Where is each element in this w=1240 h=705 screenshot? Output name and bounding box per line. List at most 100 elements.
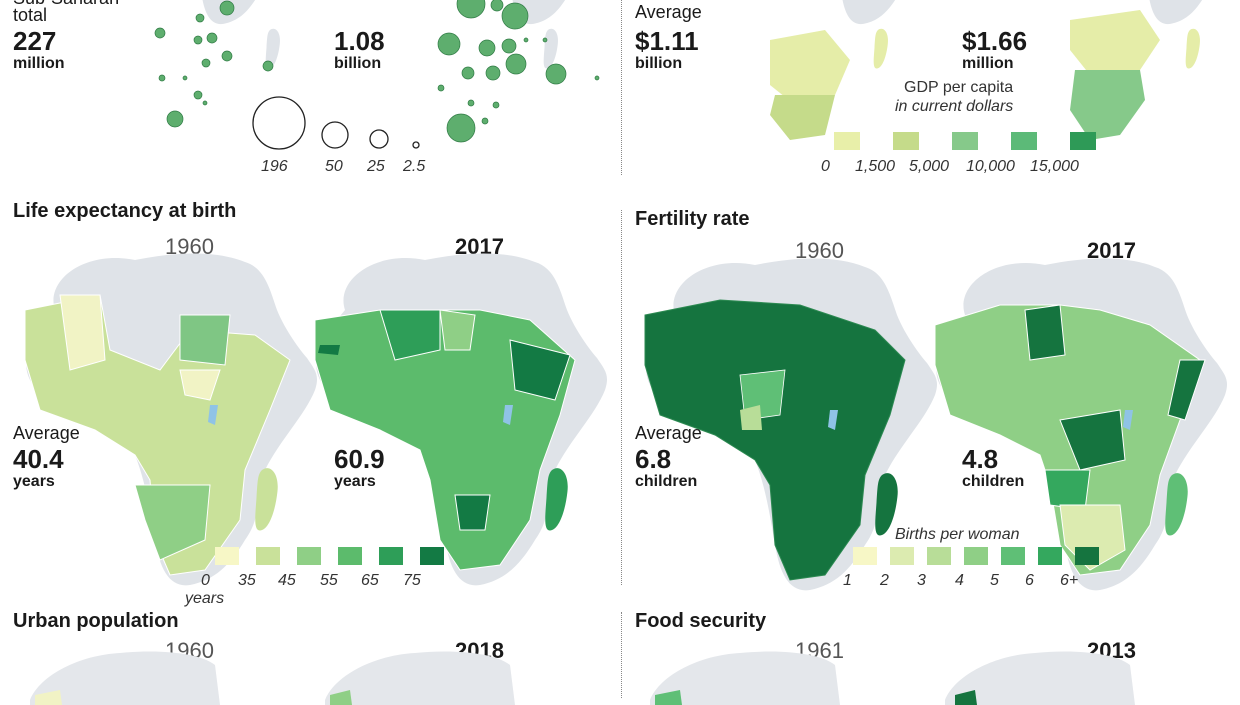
life-tick-55: 55	[320, 572, 338, 589]
gdp-value-1960: $1.11	[635, 26, 699, 56]
food-maps	[650, 651, 1135, 705]
population-bubble	[501, 38, 517, 54]
gdp-tick-5000: 5,000	[909, 158, 950, 175]
gdp-tick-1500: 1,500	[855, 158, 896, 175]
pop-unit-1960: million	[13, 55, 65, 72]
life-value-2017: 60.9	[334, 444, 385, 474]
fertility-legend-swatch-4	[1001, 547, 1025, 565]
gdp-unit-2017: million	[962, 55, 1014, 72]
fert-tick-6plus: 6+	[1060, 572, 1079, 589]
pop-value-2017: 1.08	[334, 26, 385, 56]
fert-tick-5: 5	[990, 572, 999, 589]
urban-maps	[30, 651, 515, 705]
fertility-legend-swatch-2	[927, 547, 951, 565]
gdp-unit-1960: billion	[635, 55, 683, 72]
bubble-tick-50: 50	[325, 158, 343, 175]
population-bubble	[505, 53, 527, 75]
pop-unit-2017: billion	[334, 55, 382, 72]
gdp-legend-swatch-3	[1011, 132, 1037, 150]
population-bubble	[182, 75, 188, 81]
life-legend-swatch-1	[256, 547, 280, 565]
population-bubble	[446, 113, 476, 143]
fertility-avg-label: Average	[635, 423, 702, 443]
life-expectancy-title: Life expectancy at birth	[13, 200, 237, 222]
population-bubble	[262, 60, 274, 72]
population-bubble	[219, 0, 235, 16]
fert-tick-1: 1	[843, 572, 852, 589]
fertility-unit-1960: children	[635, 473, 698, 490]
life-tick-35: 35	[238, 572, 256, 589]
gdp-maps	[761, 0, 1240, 140]
bubble-size-legend	[252, 96, 420, 150]
population-bubble	[193, 90, 203, 100]
fertility-value-1960: 6.8	[635, 444, 672, 474]
population-bubble	[485, 65, 501, 81]
fertility-legend-swatch-3	[964, 547, 988, 565]
population-bubble	[523, 37, 529, 43]
bubble-tick-2-5: 2.5	[403, 158, 426, 175]
population-bubble	[467, 99, 475, 107]
gdp-legend-swatch-4	[1070, 132, 1096, 150]
life-unit-2017: years	[334, 473, 376, 490]
population-bubble	[594, 75, 600, 81]
population-bubble	[201, 58, 211, 68]
population-bubble	[461, 66, 475, 80]
fertility-legend-swatch-0	[853, 547, 877, 565]
population-bubble	[195, 13, 205, 23]
life-unit-1960: years	[13, 473, 55, 490]
population-bubble	[158, 74, 166, 82]
life-legend-swatch-5	[420, 547, 444, 565]
population-bubble	[437, 32, 461, 56]
life-value-1960: 40.4	[13, 444, 64, 474]
life-legend-unit: years	[185, 590, 225, 607]
life-tick-0: 0	[201, 572, 210, 589]
fertility-maps	[644, 258, 1228, 591]
column-divider-middle	[621, 210, 622, 585]
pop-label-top: Sub-Saharan	[13, 0, 119, 9]
urban-title: Urban population	[13, 610, 179, 632]
life-legend-swatch-4	[379, 547, 403, 565]
life-legend-swatch-3	[338, 547, 362, 565]
population-bubble	[542, 37, 548, 43]
pop-label-total: total	[13, 5, 48, 25]
fert-tick-3: 3	[917, 572, 926, 589]
population-bubble	[478, 39, 496, 57]
life-legend-swatch-2	[297, 547, 321, 565]
life-legend-swatch-0	[215, 547, 239, 565]
gdp-tick-15000: 15,000	[1030, 158, 1079, 175]
population-bubble	[545, 63, 567, 85]
gdp-avg-label: Average	[635, 2, 702, 22]
population-bubble	[501, 2, 529, 30]
population-bubble	[437, 84, 445, 92]
fertility-legend-swatch-1	[890, 547, 914, 565]
bubble-tick-25: 25	[367, 158, 385, 175]
fertility-legend-swatch-6	[1075, 547, 1099, 565]
population-bubble	[154, 27, 166, 39]
fert-tick-2: 2	[880, 572, 889, 589]
population-bubble	[221, 50, 233, 62]
pop-value-1960: 227	[13, 26, 57, 56]
gdp-value-2017: $1.66	[962, 26, 1028, 56]
gdp-legend-swatch-1	[893, 132, 919, 150]
gdp-legend-title: GDP per capita	[904, 79, 1014, 96]
column-divider-bottom	[621, 612, 622, 698]
fert-tick-6: 6	[1025, 572, 1034, 589]
gdp-tick-0: 0	[821, 158, 830, 175]
population-bubble	[492, 101, 500, 109]
population-bubble	[166, 110, 184, 128]
life-tick-75: 75	[403, 572, 421, 589]
fertility-title: Fertility rate	[635, 208, 750, 230]
food-title: Food security	[635, 610, 767, 632]
life-tick-45: 45	[278, 572, 296, 589]
fertility-legend-swatch-5	[1038, 547, 1062, 565]
gdp-tick-10000: 10,000	[966, 158, 1015, 175]
gdp-legend-swatch-2	[952, 132, 978, 150]
population-bubbles	[154, 0, 600, 143]
fertility-unit-2017: children	[962, 473, 1025, 490]
bubble-tick-196: 196	[261, 158, 288, 175]
life-maps	[24, 253, 608, 586]
population-bubble	[456, 0, 486, 19]
fertility-legend-title: Births per woman	[895, 526, 1020, 543]
fertility-value-2017: 4.8	[962, 444, 999, 474]
column-divider-top	[621, 0, 622, 175]
